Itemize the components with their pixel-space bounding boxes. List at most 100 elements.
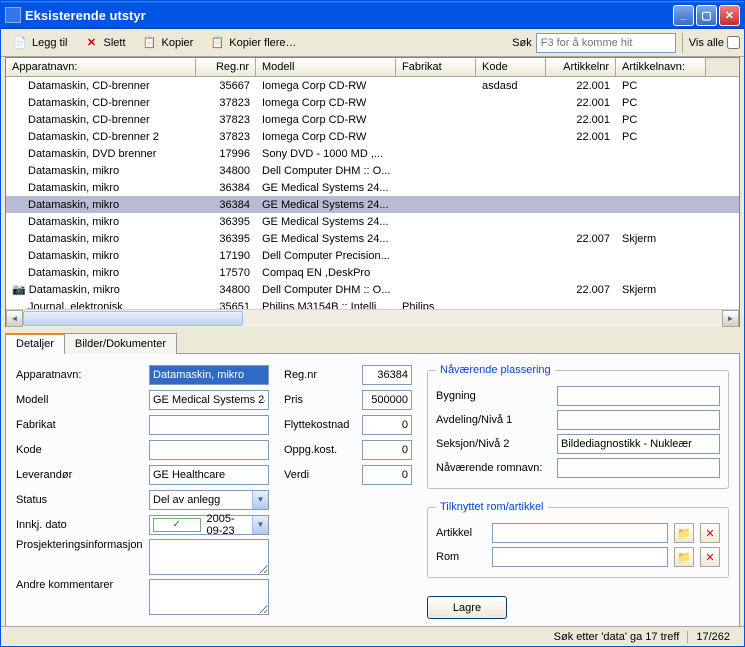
modell-input[interactable]: [149, 390, 269, 410]
bygning-input[interactable]: [557, 386, 720, 406]
content: Apparatnavn:Reg.nrModellFabrikatKodeArti…: [1, 57, 744, 626]
table-cell: [476, 238, 546, 240]
tab-detaljer[interactable]: Detaljer: [5, 333, 65, 354]
scroll-track[interactable]: [23, 310, 722, 327]
delete-button[interactable]: ✕ Slett: [76, 31, 132, 55]
table-row[interactable]: Datamaskin, CD-brenner35667Iomega Corp C…: [6, 77, 739, 94]
table-row[interactable]: Datamaskin, CD-brenner37823Iomega Corp C…: [6, 94, 739, 111]
table-row[interactable]: Datamaskin, DVD brenner17996Sony DVD - 1…: [6, 145, 739, 162]
minimize-button[interactable]: _: [673, 5, 694, 26]
add-label: Legg til: [32, 37, 67, 49]
table-cell: Datamaskin, mikro: [6, 232, 196, 246]
column-header[interactable]: Modell: [256, 58, 396, 76]
table-row[interactable]: Journal, elektronisk35651Philips M3154B …: [6, 298, 739, 309]
table-row[interactable]: 📷 Datamaskin, mikro34800Dell Computer DH…: [6, 281, 739, 298]
column-header[interactable]: Apparatnavn:: [6, 58, 196, 76]
table-row[interactable]: Datamaskin, mikro36395GE Medical Systems…: [6, 230, 739, 247]
table-cell: [546, 187, 616, 189]
scroll-right-button[interactable]: ►: [722, 310, 739, 327]
table-row[interactable]: Datamaskin, mikro34800Dell Computer DHM …: [6, 162, 739, 179]
add-icon: 📄: [12, 35, 28, 51]
apparatnavn-input[interactable]: [149, 365, 269, 385]
andre-label: Andre kommentarer: [16, 579, 141, 591]
rom-input[interactable]: [492, 547, 668, 567]
table-cell: [396, 85, 476, 87]
innkjdato-select[interactable]: ✓2005-09-23▼: [149, 515, 269, 535]
table-cell: [476, 306, 546, 308]
prosj-input[interactable]: [149, 539, 269, 575]
table-cell: Datamaskin, mikro: [6, 249, 196, 263]
fabrikat-input[interactable]: [149, 415, 269, 435]
table-cell: 22.007: [546, 232, 616, 246]
table-cell: [476, 221, 546, 223]
table-row[interactable]: Datamaskin, mikro17190Dell Computer Prec…: [6, 247, 739, 264]
flyttekost-input[interactable]: [362, 415, 412, 435]
copy-button[interactable]: 📋 Kopier: [135, 31, 201, 55]
search-input[interactable]: [536, 33, 676, 53]
table-cell: [396, 255, 476, 257]
verdi-input[interactable]: [362, 465, 412, 485]
status-select[interactable]: Del av anlegg▼: [149, 490, 269, 510]
leverandor-input[interactable]: [149, 465, 269, 485]
table-cell: [546, 272, 616, 274]
artikkel-input[interactable]: [492, 523, 668, 543]
table-cell: [616, 187, 706, 189]
regnr-input[interactable]: [362, 365, 412, 385]
h-scrollbar[interactable]: ◄ ►: [6, 309, 739, 326]
column-header[interactable]: Reg.nr: [196, 58, 256, 76]
scroll-thumb[interactable]: [23, 311, 243, 326]
status-value: Del av anlegg: [150, 494, 252, 506]
artikkel-clear-button[interactable]: ✕: [700, 523, 720, 543]
table-row[interactable]: Datamaskin, mikro36384GE Medical Systems…: [6, 179, 739, 196]
seksjon-input[interactable]: [557, 434, 720, 454]
table-cell: [616, 306, 706, 308]
table-cell: [396, 187, 476, 189]
table-cell: 36384: [196, 181, 256, 195]
table-cell: Dell Computer Precision...: [256, 249, 396, 263]
grid-body[interactable]: Datamaskin, CD-brenner35667Iomega Corp C…: [6, 77, 739, 309]
andre-input[interactable]: [149, 579, 269, 615]
table-cell: 37823: [196, 96, 256, 110]
table-cell: Datamaskin, mikro: [6, 164, 196, 178]
rom-clear-button[interactable]: ✕: [700, 547, 720, 567]
column-header[interactable]: Artikkelnr: [546, 58, 616, 76]
close-button[interactable]: ✕: [719, 5, 740, 26]
table-cell: [396, 119, 476, 121]
table-row[interactable]: Datamaskin, CD-brenner37823Iomega Corp C…: [6, 111, 739, 128]
column-header[interactable]: Artikkelnavn:: [616, 58, 706, 76]
pris-input[interactable]: [362, 390, 412, 410]
table-cell: PC: [616, 79, 706, 93]
column-header[interactable]: Fabrikat: [396, 58, 476, 76]
artikkel-browse-button[interactable]: 📁: [674, 523, 694, 543]
romnavn-input[interactable]: [557, 458, 720, 478]
scroll-left-button[interactable]: ◄: [6, 310, 23, 327]
copymany-button[interactable]: 📋 Kopier flere…: [202, 31, 303, 55]
save-button[interactable]: Lagre: [427, 596, 507, 619]
table-cell: [396, 153, 476, 155]
add-button[interactable]: 📄 Legg til: [5, 31, 74, 55]
table-row[interactable]: Datamaskin, mikro17570Compaq EN ,DeskPro: [6, 264, 739, 281]
table-cell: [476, 272, 546, 274]
tab-bilder[interactable]: Bilder/Dokumenter: [64, 333, 177, 354]
rom-browse-button[interactable]: 📁: [674, 547, 694, 567]
table-cell: [476, 204, 546, 206]
table-cell: [476, 119, 546, 121]
table-cell: 34800: [196, 283, 256, 297]
table-row[interactable]: Datamaskin, CD-brenner 237823Iomega Corp…: [6, 128, 739, 145]
table-cell: [616, 255, 706, 257]
oppgkost-input[interactable]: [362, 440, 412, 460]
window-title: Eksisterende utstyr: [25, 8, 673, 23]
table-row[interactable]: Datamaskin, mikro36395GE Medical Systems…: [6, 213, 739, 230]
table-cell: [396, 170, 476, 172]
regnr-label: Reg.nr: [284, 369, 354, 381]
table-cell: [546, 306, 616, 308]
detail-col2: Reg.nr Pris Flyttekostnad Oppg.kost. Ver…: [284, 364, 412, 619]
avdeling-input[interactable]: [557, 410, 720, 430]
maximize-button[interactable]: ▢: [696, 5, 717, 26]
kode-input[interactable]: [149, 440, 269, 460]
table-cell: Iomega Corp CD-RW: [256, 130, 396, 144]
showall-checkbox[interactable]: [727, 36, 740, 49]
table-row[interactable]: Datamaskin, mikro36384GE Medical Systems…: [6, 196, 739, 213]
table-cell: [396, 204, 476, 206]
column-header[interactable]: Kode: [476, 58, 546, 76]
